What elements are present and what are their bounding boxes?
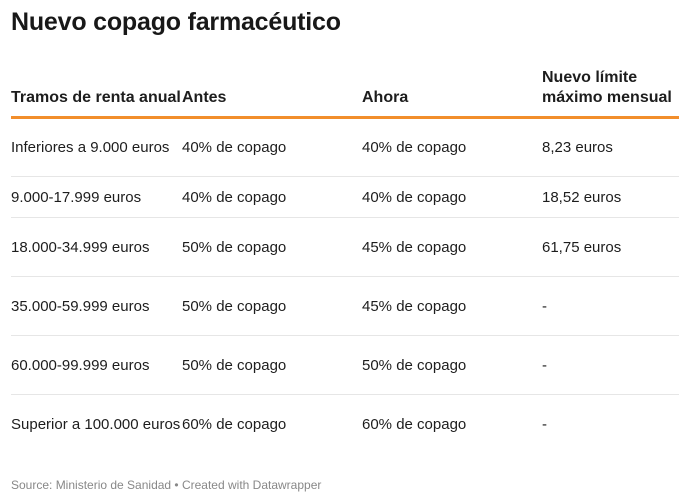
table-row: 60.000-99.999 euros 50% de copago 50% de… bbox=[11, 335, 679, 395]
cell-antes: 50% de copago bbox=[182, 217, 362, 277]
cell-tramo: 9.000-17.999 euros bbox=[11, 176, 182, 218]
column-header-limite: Nuevo límite máximo mensual bbox=[542, 68, 679, 119]
column-header-ahora: Ahora bbox=[362, 68, 542, 119]
table-header-row: Tramos de renta anual Antes Ahora Nuevo … bbox=[11, 68, 679, 119]
cell-ahora: 40% de copago bbox=[362, 176, 542, 218]
table-row: Inferiores a 9.000 euros 40% de copago 4… bbox=[11, 117, 679, 177]
table-row: 18.000-34.999 euros 50% de copago 45% de… bbox=[11, 217, 679, 277]
cell-limite: 18,52 euros bbox=[542, 176, 679, 218]
cell-ahora: 45% de copago bbox=[362, 217, 542, 277]
cell-antes: 50% de copago bbox=[182, 335, 362, 395]
chart-title: Nuevo copago farmacéutico bbox=[11, 8, 341, 36]
cell-limite: 8,23 euros bbox=[542, 117, 679, 177]
cell-tramo: 35.000-59.999 euros bbox=[11, 276, 182, 336]
source-note: Source: Ministerio de Sanidad • Created … bbox=[11, 478, 322, 492]
cell-ahora: 45% de copago bbox=[362, 276, 542, 336]
cell-limite: - bbox=[542, 415, 547, 433]
table-row: 35.000-59.999 euros 50% de copago 45% de… bbox=[11, 276, 679, 336]
cell-limite: 61,75 euros bbox=[542, 217, 679, 277]
cell-tramo: 60.000-99.999 euros bbox=[11, 335, 182, 395]
cell-limite: - bbox=[542, 335, 679, 395]
table-row: Superior a 100.000 euros 60% de copago 6… bbox=[11, 395, 679, 454]
column-header-tramos: Tramos de renta anual bbox=[11, 68, 182, 119]
copago-table: Tramos de renta anual Antes Ahora Nuevo … bbox=[11, 68, 679, 454]
column-header-antes: Antes bbox=[182, 68, 362, 119]
cell-tramo: 18.000-34.999 euros bbox=[11, 217, 182, 277]
cell-tramo: Inferiores a 9.000 euros bbox=[11, 117, 182, 177]
cell-limite: - bbox=[542, 276, 679, 336]
cell-ahora: 40% de copago bbox=[362, 117, 542, 177]
cell-antes: 50% de copago bbox=[182, 276, 362, 336]
cell-ahora: 50% de copago bbox=[362, 335, 542, 395]
cell-ahora: 60% de copago bbox=[362, 415, 467, 433]
table-row: 9.000-17.999 euros 40% de copago 40% de … bbox=[11, 176, 679, 218]
cell-antes: 40% de copago bbox=[182, 117, 362, 177]
cell-antes: 40% de copago bbox=[182, 176, 362, 218]
cell-antes: 60% de copago bbox=[182, 415, 287, 433]
cell-tramo: Superior a 100.000 euros bbox=[11, 415, 181, 433]
